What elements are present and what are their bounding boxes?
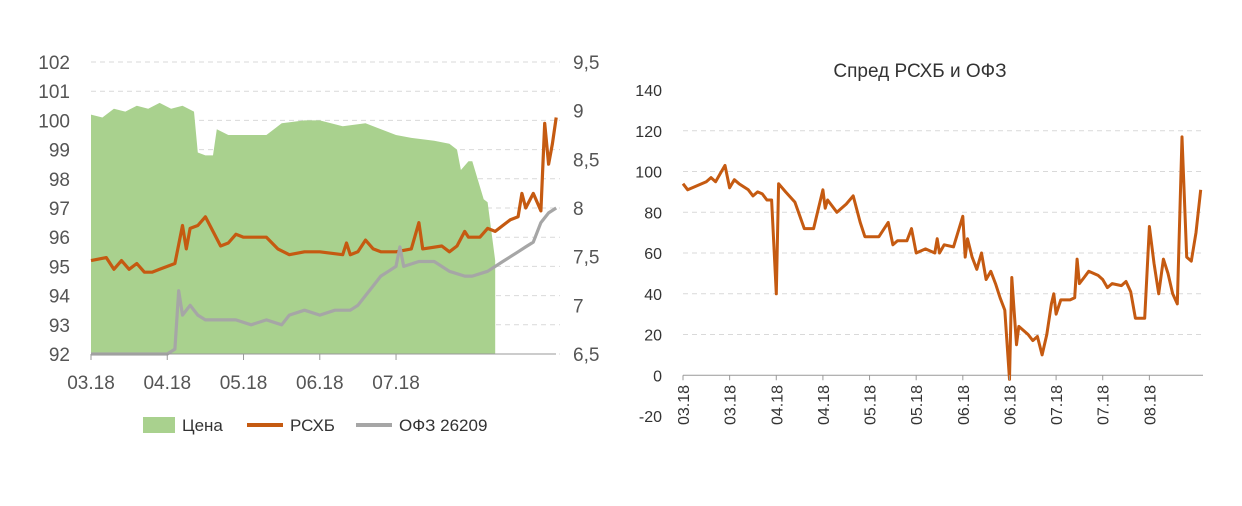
y-tick-label-left: 98 — [49, 170, 70, 191]
y-tick-label-left: 94 — [49, 287, 71, 308]
y-tick-label-right: 7 — [573, 296, 584, 317]
x-tick-label: 03.18 — [723, 385, 740, 425]
legend-label-rshb: РСХБ — [290, 416, 335, 435]
x-tick-label: 07.18 — [1049, 385, 1066, 425]
spread-chart: Спред РСХБ и ОФЗ -20 0 20 40 60 80 100 120 140 0… — [635, 61, 1203, 426]
y-tick-label-right: 8,5 — [573, 150, 599, 171]
y-tick-label-left: 101 — [38, 82, 70, 103]
x-tick-label: 04.18 — [816, 385, 833, 425]
x-tick-label: 03.18 — [67, 373, 115, 394]
price-yield-chart: 92 93 94 95 96 97 98 99 100 101 102 6,5 7 7,5 8 8,5 9 9,… — [38, 53, 599, 435]
y-tick-label-right: 6,5 — [573, 345, 599, 366]
y-tick-label: 40 — [644, 287, 662, 304]
y-tick-label-right: 8 — [573, 199, 584, 220]
x-tick-label: 07.18 — [372, 373, 420, 394]
x-tick-label: 04.18 — [143, 373, 191, 394]
y-tick-label: 60 — [644, 246, 662, 263]
x-tick-label: 06.18 — [296, 373, 344, 394]
y-tick-label: 100 — [635, 165, 662, 182]
legend-label-ofz: ОФЗ 26209 — [399, 416, 487, 435]
y-tick-label-right: 9 — [573, 102, 584, 123]
y-tick-label-left: 92 — [49, 345, 70, 366]
series-line-spread — [681, 135, 1203, 381]
y-tick-label: -20 — [639, 409, 662, 426]
y-tick-label-left: 95 — [49, 257, 70, 278]
y-tick-label: 0 — [653, 368, 662, 385]
series-line-rshb — [90, 117, 558, 274]
x-tick-label: 04.18 — [769, 385, 786, 425]
y-tick-label-right: 7,5 — [573, 248, 599, 269]
y-tick-label: 140 — [635, 83, 662, 100]
legend: Цена РСХБ ОФЗ 26209 — [143, 416, 487, 435]
series-area-price — [91, 102, 496, 355]
y-tick-label-left: 96 — [49, 228, 70, 249]
y-tick-label-left: 102 — [38, 53, 70, 74]
x-tick-label: 05.18 — [220, 373, 268, 394]
y-tick-label-right: 9,5 — [573, 53, 599, 74]
y-tick-label-left: 99 — [49, 141, 70, 162]
x-tick-label: 07.18 — [1096, 385, 1113, 425]
y-tick-label: 120 — [635, 124, 662, 141]
y-tick-label-left: 100 — [38, 111, 70, 132]
x-tick-label: 03.18 — [676, 385, 693, 425]
x-tick-label: 08.18 — [1142, 385, 1159, 425]
legend-label-price: Цена — [182, 416, 223, 435]
y-tick-label: 80 — [644, 205, 662, 222]
x-tick-label: 05.18 — [909, 385, 926, 425]
x-tick-label: 05.18 — [863, 385, 880, 425]
chart-title: Спред РСХБ и ОФЗ — [833, 61, 1006, 82]
x-tick-label: 06.18 — [1002, 385, 1019, 425]
y-tick-label-left: 97 — [49, 199, 70, 220]
x-tick-label: 06.18 — [956, 385, 973, 425]
series-line-ofz — [91, 206, 558, 356]
legend-swatch-price — [143, 417, 175, 433]
y-tick-label-left: 93 — [49, 316, 70, 337]
y-tick-label: 20 — [644, 328, 662, 345]
